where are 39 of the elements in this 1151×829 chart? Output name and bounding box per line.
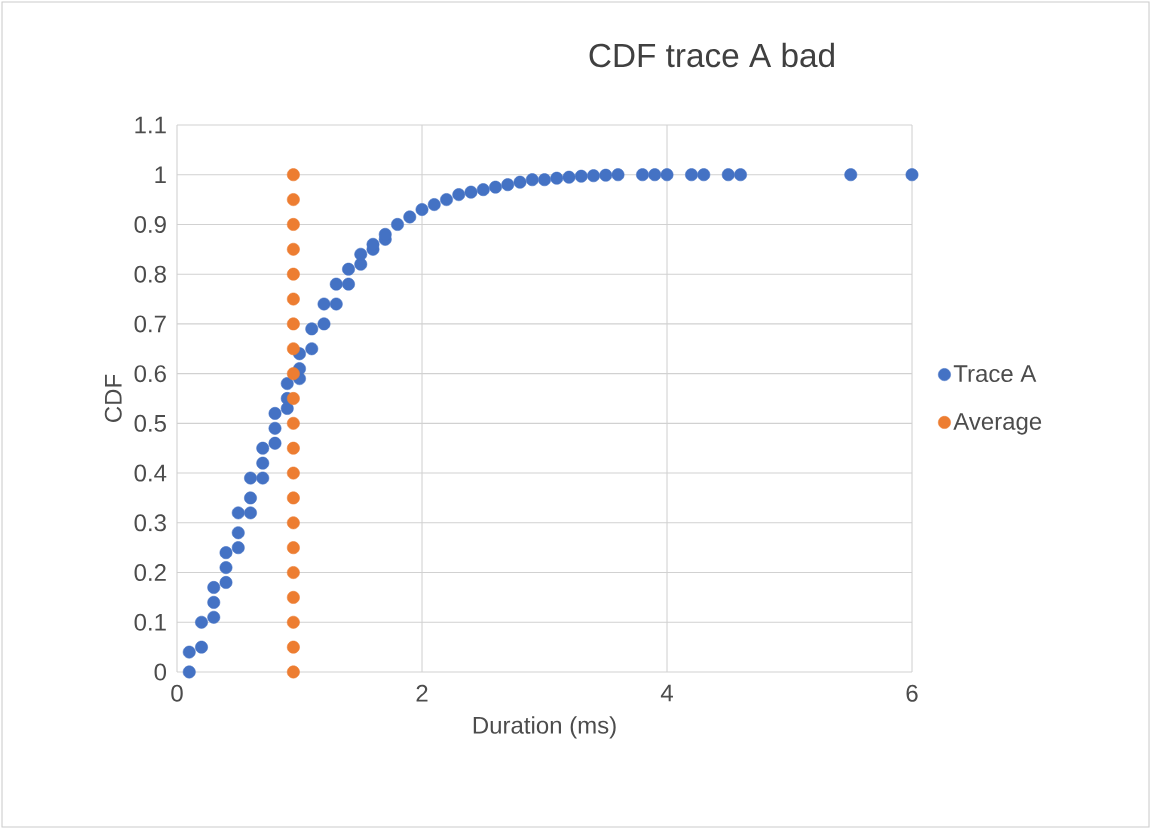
point xyxy=(286,292,300,306)
y-tick-label: 0 xyxy=(154,663,167,681)
y-tick-label: 0.7 xyxy=(134,315,166,333)
point xyxy=(286,168,300,182)
y-tick-label: 0.9 xyxy=(134,215,166,233)
point xyxy=(286,566,300,579)
y-tick-label: 0.5 xyxy=(134,414,166,432)
point xyxy=(286,591,300,604)
point xyxy=(286,267,300,281)
x-axis-title: Duration (ms) xyxy=(473,716,616,739)
point xyxy=(286,441,300,455)
point xyxy=(286,466,300,480)
point xyxy=(286,640,300,654)
point xyxy=(286,541,300,555)
point xyxy=(286,665,300,679)
y-axis-title: CDF xyxy=(104,374,122,422)
y-tick-label: 0.1 xyxy=(134,613,166,631)
y-tick-label: 1 xyxy=(155,166,166,183)
point xyxy=(286,218,300,231)
y-tick-label: 1.1 xyxy=(135,116,166,134)
x-tick-label: 2 xyxy=(416,684,428,702)
x-tick-label: 6 xyxy=(906,684,918,702)
y-tick-label: 0.2 xyxy=(134,564,166,582)
y-tick-label: 0.6 xyxy=(134,365,166,383)
point xyxy=(286,615,300,629)
point xyxy=(286,317,300,331)
point xyxy=(286,416,300,430)
x-tick-label: 4 xyxy=(660,684,673,702)
legend-label: Average xyxy=(953,413,1042,435)
y-tick-label: 0.3 xyxy=(134,514,166,532)
legend-label: Trace A xyxy=(953,365,1037,383)
x-tick-label: 0 xyxy=(171,684,183,702)
y-tick-label: 0.8 xyxy=(134,265,166,283)
chart-title: CDF trace A bad xyxy=(589,42,834,68)
point xyxy=(286,193,300,206)
point xyxy=(286,242,300,256)
point xyxy=(286,491,300,505)
y-tick-label: 0.4 xyxy=(134,464,167,482)
point xyxy=(286,516,300,530)
